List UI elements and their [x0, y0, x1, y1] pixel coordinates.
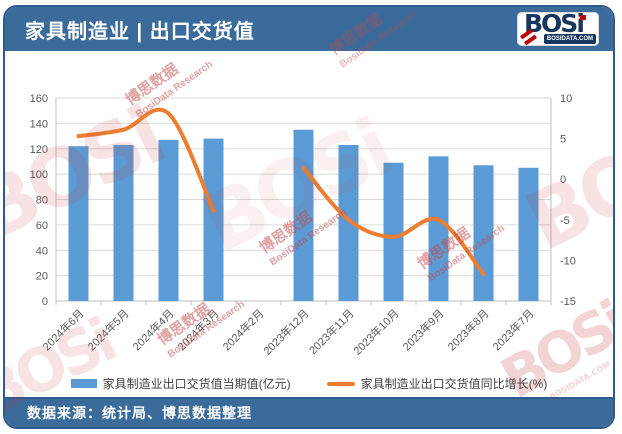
left-axis-tick-label: 80 [36, 195, 48, 207]
x-axis-category-label: 2023年11月 [306, 306, 357, 357]
left-axis-tick-label: 20 [36, 271, 48, 283]
bar [158, 139, 179, 301]
bar [428, 156, 449, 301]
legend-item-line-series: 家具制造业出口交货值同比增长(%) [326, 375, 548, 392]
x-axis-category-label: 2024年5月 [85, 306, 132, 353]
footer-bar: 数据来源：统计局、博思数据整理 [5, 397, 613, 427]
x-axis-category-label: 2024年4月 [130, 306, 177, 353]
right-axis-tick-label: -15 [560, 296, 576, 308]
right-axis-tick-label: 10 [560, 93, 572, 105]
bar [383, 162, 404, 301]
x-axis-category-label: 2024年2月 [220, 306, 267, 353]
data-source-note: 数据来源：统计局、博思数据整理 [27, 405, 252, 421]
bar [68, 146, 89, 301]
left-axis-tick-label: 0 [42, 296, 48, 308]
combo-chart: 0 20 40 60 80 100 120 140 160 -15 -10 -5 0 5 10 2024年6月… [30, 93, 576, 358]
right-axis-tick-label: 0 [560, 174, 566, 186]
line-series-swatch [326, 381, 355, 386]
growth-line [76, 107, 216, 213]
bosi-logo: BOSi BOSIDATA.COM [517, 9, 599, 46]
bar-series-label: 家具制造业出口交货值当期值(亿元) [102, 377, 291, 391]
bar [473, 165, 494, 301]
x-axis-category-label: 2024年3月 [175, 306, 222, 353]
x-axis-category-label: 2023年7月 [490, 306, 537, 353]
right-axis-tick-label: -5 [560, 215, 570, 227]
x-axis-category-label: 2023年10月 [350, 306, 401, 357]
bar [518, 167, 539, 301]
x-axis-category-label: 2023年8月 [445, 306, 492, 353]
x-axis-category-label: 2024年6月 [40, 306, 87, 353]
header-bar: 家具制造业 | 出口交货值 BOSi BOSIDATA.COM [5, 7, 613, 51]
bar [113, 144, 134, 301]
bosi-logo-domain: BOSIDATA.COM [543, 34, 596, 44]
bar [293, 129, 314, 301]
growth-line [301, 165, 486, 277]
bosi-logo-dot-accent [580, 15, 586, 20]
left-axis-tick-label: 40 [36, 245, 48, 257]
bar-series-swatch [70, 379, 97, 388]
line-series-label: 家具制造业出口交货值同比增长(%) [360, 377, 548, 391]
bar [203, 138, 224, 301]
left-axis-tick-label: 140 [30, 118, 48, 130]
bosi-logo-text: BOSi [524, 9, 585, 38]
chart-area: 0 20 40 60 80 100 120 140 160 -15 -10 -5 0 5 10 2024年6月… [5, 51, 613, 397]
left-axis-tick-label: 60 [36, 220, 48, 232]
left-axis-tick-label: 120 [30, 144, 48, 156]
bar [338, 144, 359, 301]
right-axis-tick-label: 5 [560, 134, 566, 146]
chart-legend: 家具制造业出口交货值当期值(亿元) 家具制造业出口交货值同比增长(%) [5, 375, 613, 392]
left-axis-tick-label: 100 [30, 169, 48, 181]
page-title: 家具制造业 | 出口交货值 [25, 20, 255, 43]
legend-item-bar-series: 家具制造业出口交货值当期值(亿元) [70, 375, 291, 392]
x-axis-category-label: 2023年12月 [260, 306, 311, 357]
x-axis-category-label: 2023年9月 [400, 306, 447, 353]
left-axis-tick-label: 160 [30, 93, 48, 105]
right-axis-tick-label: -10 [560, 255, 576, 267]
report-card: 家具制造业 | 出口交货值 BOSi BOSIDATA.COM 0 20 40 60 8… [3, 5, 615, 429]
